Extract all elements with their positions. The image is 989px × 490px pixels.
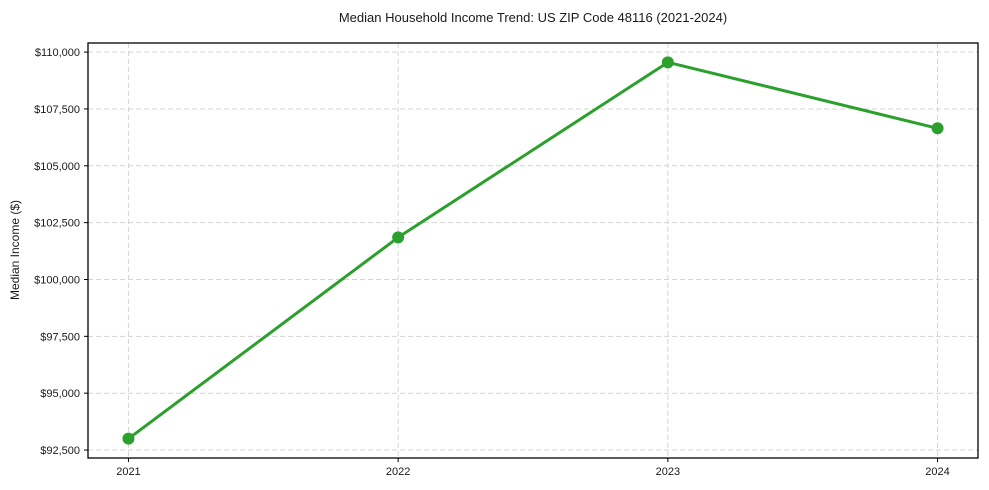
y-tick-label: $100,000 <box>34 274 80 286</box>
y-tick-label: $95,000 <box>40 388 80 400</box>
chart-title: Median Household Income Trend: US ZIP Co… <box>338 10 728 25</box>
y-tick-label: $102,500 <box>34 218 80 230</box>
data-point-marker <box>931 122 944 135</box>
y-tick-label: $110,000 <box>35 47 80 59</box>
y-tick-label: $92,500 <box>40 445 80 457</box>
x-tick-label: 2022 <box>386 466 410 478</box>
x-tick-label: 2024 <box>925 466 949 478</box>
y-tick-label: $97,500 <box>40 331 80 343</box>
data-point-marker <box>122 432 135 445</box>
data-point-marker <box>392 231 405 244</box>
x-tick-label: 2023 <box>656 466 680 478</box>
data-point-marker <box>661 56 674 69</box>
x-tick-label: 2021 <box>116 466 140 478</box>
y-tick-label: $105,000 <box>34 161 80 173</box>
axes-spines <box>87 42 979 459</box>
y-tick-label: $107,500 <box>34 104 80 116</box>
trend-line <box>127 60 938 440</box>
